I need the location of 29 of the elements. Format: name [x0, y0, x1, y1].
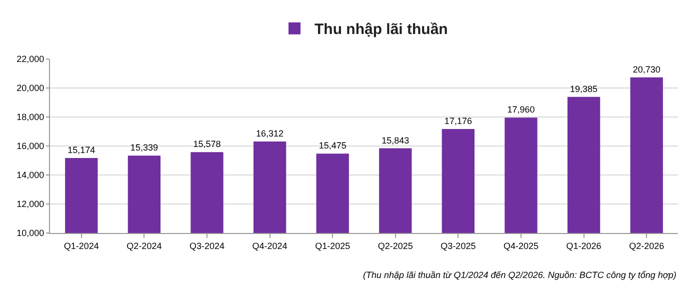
x-tick-label: Q3-2025 [440, 240, 476, 251]
x-tick-label: Q1-2024 [64, 240, 99, 251]
data-label: 15,843 [382, 135, 410, 146]
y-tick-label: 20,000 [16, 83, 44, 94]
x-tick-label: Q1-2025 [315, 240, 350, 251]
text: (Thu nhập lãi thuần từ Q1/2024 đến Q2/2026. Nguồn: BCTC công ty tổng hợp) [363, 270, 676, 280]
y-tick-label: 14,000 [16, 170, 44, 180]
data-label: 15,475 [318, 140, 346, 151]
y-tick-label: 10,000 [16, 228, 44, 238]
x-tick-label: Q4-2024 [252, 240, 288, 251]
x-tick-label: Q2-2025 [378, 240, 413, 251]
data-label: 15,339 [130, 142, 158, 153]
x-tick-label: Q3-2024 [189, 240, 225, 251]
y-tick-label: 18,000 [16, 112, 44, 122]
data-label: 17,176 [444, 116, 472, 126]
legend-label: Thu nhập lãi thuần [314, 21, 448, 38]
x-tick-label: Q2-2026 [629, 240, 664, 251]
data-label: 19,385 [570, 84, 598, 94]
x-tick-label: Q4-2025 [503, 240, 539, 251]
y-tick-label: 22,000 [16, 54, 44, 64]
data-label: 20,730 [632, 64, 660, 74]
data-label: 15,578 [193, 139, 221, 150]
data-label: 16,312 [256, 128, 284, 138]
y-tick-label: 12,000 [16, 199, 44, 210]
x-tick-label: Q2-2024 [126, 240, 162, 251]
data-label: 17,960 [507, 104, 535, 115]
y-tick-label: 16,000 [16, 141, 44, 152]
data-label: 15,174 [68, 144, 96, 155]
x-tick-label: Q1-2026 [566, 240, 602, 251]
